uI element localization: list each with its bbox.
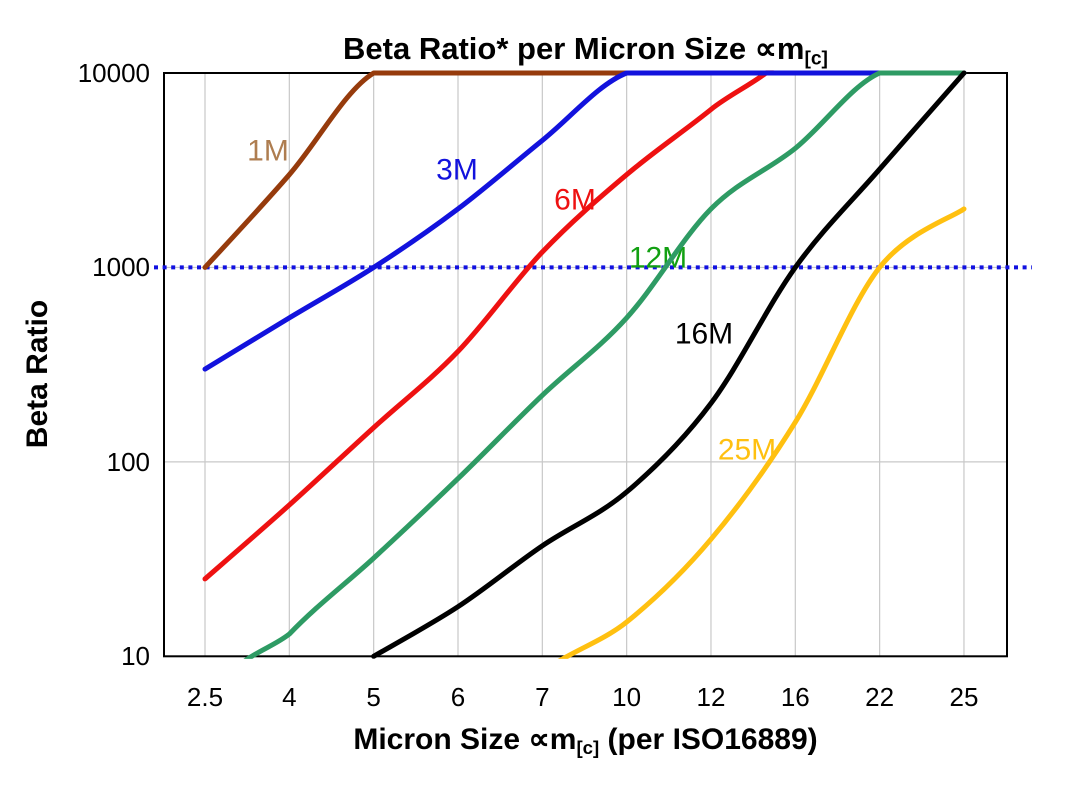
x-tick-label-12: 12 xyxy=(696,682,726,712)
x-tick-label-7: 7 xyxy=(535,682,550,712)
series-label-25M: 25M xyxy=(718,434,776,467)
series-label-3M: 3M xyxy=(436,154,478,187)
y-axis-title-text: Beta Ratio xyxy=(21,299,54,449)
x-tick-label-4: 4 xyxy=(282,682,297,712)
y-tick-label-100: 100 xyxy=(106,446,150,477)
x-axis-title: Micron Size ∝m[c] (per ISO16889) xyxy=(164,722,1007,759)
x-tick-label-25: 25 xyxy=(949,682,979,712)
chart-title: Beta Ratio* per Micron Size ∝m[c] xyxy=(164,31,1007,70)
series-line-6M xyxy=(202,70,774,582)
x-axis-title-suffix: (per ISO16889) xyxy=(599,723,818,756)
series-label-1M: 1M xyxy=(247,135,289,168)
chart-title-text: Beta Ratio* per Micron Size ∝m xyxy=(343,31,805,66)
x-tick-label-2.5: 2.5 xyxy=(186,682,224,712)
chart-title-subscript: [c] xyxy=(804,48,828,70)
series-label-16M: 16M xyxy=(675,318,733,351)
x-tick-label-10: 10 xyxy=(612,682,642,712)
x-tick-label-5: 5 xyxy=(366,682,381,712)
y-tick-label-10: 10 xyxy=(121,641,150,672)
series-label-6M: 6M xyxy=(554,184,596,217)
x-axis-title-text: Micron Size ∝m xyxy=(353,723,577,756)
series-line-12M xyxy=(243,70,967,659)
y-tick-label-10000: 10000 xyxy=(77,58,150,88)
series-line-1M xyxy=(202,70,630,270)
y-tick-label-1000: 1000 xyxy=(92,252,150,283)
x-tick-label-22: 22 xyxy=(865,682,895,712)
series-line-16M xyxy=(371,70,967,659)
x-tick-label-16: 16 xyxy=(780,682,810,712)
x-axis-title-subscript: [c] xyxy=(576,737,600,759)
series-line-25M xyxy=(557,206,967,659)
x-tick-label-6: 6 xyxy=(450,682,466,712)
series-line-3M xyxy=(202,70,967,372)
plot-border xyxy=(163,72,1008,658)
